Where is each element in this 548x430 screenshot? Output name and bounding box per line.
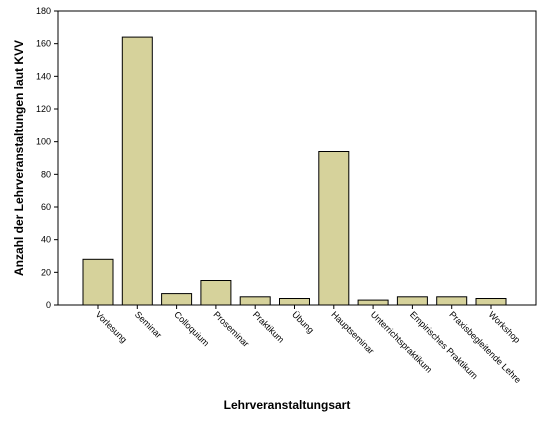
x-tick-label: Empirisches Praktikum — [408, 309, 480, 381]
x-tick-label: Seminar — [133, 309, 164, 340]
x-axis-label: Lehrveranstaltungsart — [224, 398, 351, 412]
bar — [161, 293, 193, 306]
y-tick-label: 20 — [41, 267, 51, 277]
bar — [318, 151, 350, 306]
bar — [475, 298, 507, 306]
y-tick-label: 100 — [36, 137, 51, 147]
y-tick-label: 60 — [41, 202, 51, 212]
bar — [279, 298, 310, 306]
x-tick-label: Workshop — [487, 309, 523, 345]
bar — [200, 280, 232, 306]
bar — [239, 296, 271, 306]
y-tick-label: 180 — [36, 6, 51, 16]
bar — [436, 296, 468, 306]
x-tick-label: Vorlesung — [94, 309, 129, 344]
bar — [121, 36, 153, 306]
bars — [82, 36, 507, 306]
bar — [82, 258, 114, 306]
y-tick-label: 0 — [46, 300, 51, 310]
y-axis-label: Anzahl der Lehrveranstaltungen laut KVV — [12, 40, 26, 276]
x-tick-label: Praxisbegleitende Lehre — [447, 309, 523, 385]
x-tick-label: Praktikum — [251, 309, 286, 344]
y-tick-label: 120 — [36, 104, 51, 114]
y-tick-label: 140 — [36, 71, 51, 81]
y-axis-ticks: 0 20 40 60 80 100 120 140 160 180 — [36, 6, 58, 310]
bar — [357, 299, 389, 306]
x-tick-label: Proseminar — [211, 309, 251, 349]
bar — [396, 296, 428, 306]
y-tick-label: 80 — [41, 169, 51, 179]
x-axis-ticks: Vorlesung Seminar Colloquium Proseminar Prak… — [94, 305, 523, 385]
x-tick-label: Übung — [290, 309, 316, 335]
y-tick-label: 160 — [36, 39, 51, 49]
x-tick-label: Colloquium — [172, 309, 211, 348]
y-tick-label: 40 — [41, 235, 51, 245]
